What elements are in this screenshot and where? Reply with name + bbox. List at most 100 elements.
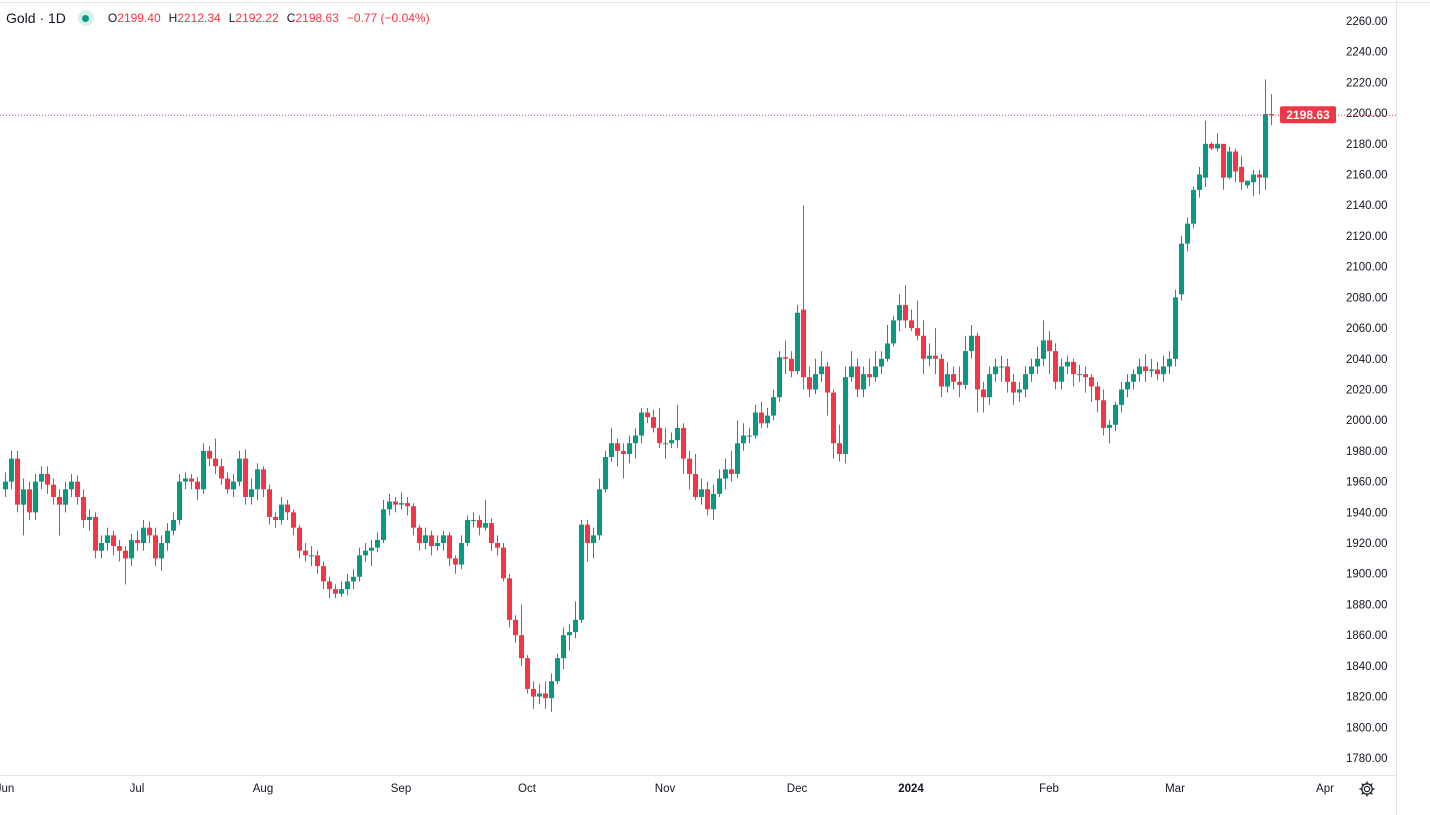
- symbol-title[interactable]: Gold · 1D: [6, 10, 66, 26]
- candle-body: [363, 550, 368, 556]
- candle: [183, 472, 188, 490]
- candle-body: [471, 520, 476, 522]
- candle-body: [243, 458, 248, 497]
- candle: [981, 381, 986, 413]
- candle-body: [267, 489, 272, 517]
- price-tick-label: 2020.00: [1346, 384, 1388, 396]
- gear-icon[interactable]: [1358, 780, 1376, 798]
- high-label: H: [168, 11, 178, 25]
- candle-body: [21, 489, 26, 505]
- candle-body: [699, 489, 704, 497]
- candle-body: [429, 535, 434, 547]
- candle-body: [819, 366, 824, 375]
- candle: [45, 466, 50, 494]
- candle: [531, 681, 536, 709]
- candle-body: [15, 458, 20, 505]
- candle-body: [1131, 374, 1136, 382]
- candle-body: [231, 481, 236, 490]
- candle: [375, 532, 380, 553]
- price-tick-label: 2240.00: [1346, 47, 1388, 59]
- candle: [9, 450, 14, 490]
- candle-body: [669, 440, 674, 444]
- candle: [933, 328, 938, 375]
- candle: [1047, 331, 1052, 375]
- candle-body: [69, 481, 74, 490]
- candle-body: [219, 466, 224, 479]
- candle: [849, 351, 854, 382]
- candle-body: [1263, 114, 1268, 178]
- candle: [1197, 166, 1202, 198]
- candle-body: [381, 509, 386, 540]
- candle: [519, 604, 524, 666]
- candle-body: [375, 539, 380, 548]
- candle: [129, 533, 134, 567]
- candle-body: [909, 320, 914, 329]
- candle-body: [1047, 340, 1052, 352]
- candle: [987, 366, 992, 405]
- candle: [99, 535, 104, 559]
- candle-body: [369, 547, 374, 551]
- candle-body: [1155, 369, 1160, 375]
- change-value: −0.77 (−0.04%): [346, 11, 430, 25]
- price-tick-label: 1880.00: [1346, 599, 1388, 611]
- candle: [957, 366, 962, 398]
- candle-body: [639, 412, 644, 436]
- candle: [159, 535, 164, 571]
- candle-body: [495, 543, 500, 548]
- candle-body: [651, 417, 656, 428]
- candle: [819, 351, 824, 382]
- open-label: O: [107, 11, 118, 25]
- candle: [729, 450, 734, 482]
- candle-body: [159, 543, 164, 559]
- candle-body: [741, 435, 746, 444]
- candle: [861, 366, 866, 398]
- candle-body: [1041, 340, 1046, 359]
- candle-body: [831, 392, 836, 444]
- candle: [1011, 374, 1016, 405]
- candle-body: [771, 397, 776, 416]
- candle-body: [1083, 374, 1088, 378]
- candle: [585, 520, 590, 562]
- candle: [1161, 355, 1166, 382]
- candle-body: [633, 435, 638, 444]
- candle-body: [867, 374, 872, 378]
- candle: [1113, 401, 1118, 431]
- candle-body: [519, 635, 524, 659]
- candle: [969, 325, 974, 359]
- candle: [27, 481, 32, 521]
- candle-body: [1245, 180, 1250, 186]
- candle-body: [9, 458, 14, 482]
- price-tick-label: 2160.00: [1346, 170, 1388, 182]
- candle-body: [951, 374, 956, 382]
- market-status-icon[interactable]: [77, 10, 94, 26]
- candle-body: [723, 469, 728, 479]
- candle: [1065, 355, 1070, 375]
- candle-body: [663, 443, 668, 445]
- candle-body: [747, 435, 752, 437]
- candle-body: [1065, 361, 1070, 367]
- candle-body: [915, 328, 920, 336]
- candle-body: [861, 374, 866, 390]
- candle: [825, 361, 830, 416]
- candle: [783, 340, 788, 375]
- candle-body: [171, 520, 176, 531]
- candle-body: [561, 635, 566, 659]
- candle: [33, 473, 38, 521]
- candle-body: [441, 535, 446, 544]
- candle-body: [675, 427, 680, 441]
- candle: [327, 576, 332, 599]
- price-axis[interactable]: 2260.00 2240.00 2220.00 2200.00 2180.00 2160.…: [1346, 16, 1388, 765]
- candle: [249, 478, 254, 505]
- candle: [165, 523, 170, 551]
- price-tick-label: 2260.00: [1346, 16, 1388, 28]
- candle: [711, 484, 716, 521]
- candle: [687, 450, 692, 490]
- candle-body: [321, 566, 326, 582]
- candle-body: [681, 427, 686, 459]
- candle: [621, 443, 626, 479]
- candle-body: [1125, 381, 1130, 390]
- candle-body: [45, 473, 50, 485]
- candle-body: [255, 469, 260, 490]
- time-axis[interactable]: Jun Jul Aug Sep Oct Nov Dec 2024 Feb Mar Apr: [0, 783, 1334, 795]
